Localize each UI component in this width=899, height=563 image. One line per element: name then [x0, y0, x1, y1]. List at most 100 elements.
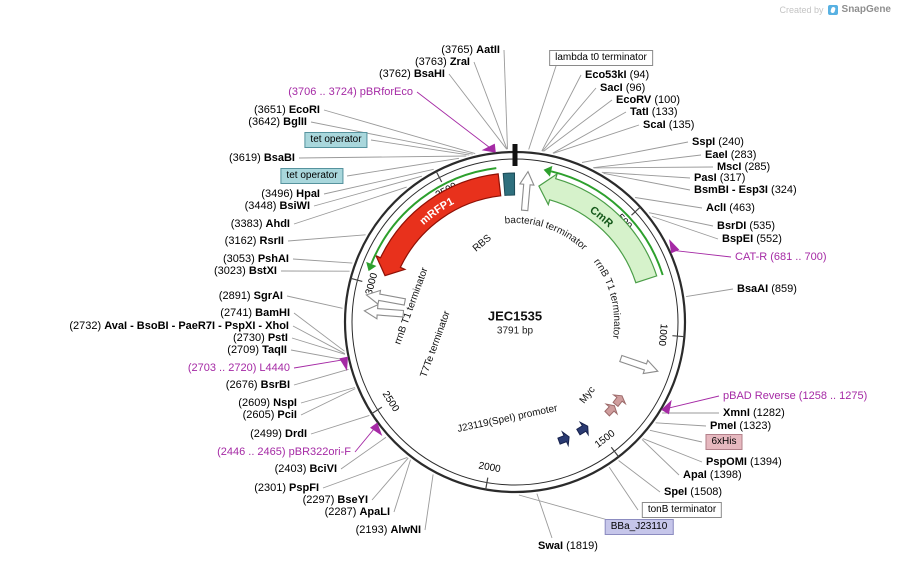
callout-line: [323, 109, 476, 155]
feature-label[interactable]: T7Te terminator: [418, 309, 453, 379]
feature-box-bba-j23110[interactable]: BBa_J23110: [604, 519, 674, 535]
rrnB-T1-terminator-left-glyph[interactable]: [365, 289, 407, 306]
enzyme-label[interactable]: (2732) AvaI - BsoBI - PaeR7I - PspXI - X…: [69, 320, 289, 332]
enzyme-label[interactable]: (2741) BamHI: [220, 307, 290, 319]
feature-label[interactable]: RBS: [471, 232, 494, 254]
enzyme-label[interactable]: ApaI (1398): [683, 469, 742, 481]
CmR-orf-arrow[interactable]: [550, 170, 664, 276]
enzyme-label[interactable]: (2676) BsrBI: [226, 379, 290, 391]
feature-box-lambda-t0-terminator[interactable]: lambda t0 terminator: [549, 50, 653, 66]
enzyme-label[interactable]: BsrDI (535): [717, 220, 775, 232]
T7Te-terminator-glyph[interactable]: [363, 303, 405, 320]
Myc-arrow[interactable]: [611, 394, 627, 408]
callout-line: [292, 325, 346, 355]
tick-mark: [350, 277, 363, 282]
callout-line: [346, 157, 460, 177]
enzyme-label[interactable]: (2301) PspFI: [254, 482, 319, 494]
enzyme-label[interactable]: (3762) BsaHI: [379, 68, 445, 80]
primer-label[interactable]: (2703 .. 2720) L4440: [188, 362, 290, 374]
primer-label[interactable]: (2446 .. 2465) pBR322ori-F: [217, 446, 351, 458]
enzyme-label[interactable]: (3496) HpaI: [261, 188, 320, 200]
feature-label[interactable]: bacterial terminator: [504, 215, 589, 253]
callout-line: [581, 141, 689, 163]
feature-RBS[interactable]: [502, 172, 516, 196]
enzyme-label[interactable]: SwaI (1819): [538, 540, 598, 552]
feature-box-6xhis[interactable]: 6xHis: [705, 434, 743, 450]
enzyme-label[interactable]: (3383) AhdI: [231, 218, 290, 230]
enzyme-label[interactable]: BsmBI - Esp3I (324): [694, 184, 797, 196]
enzyme-label[interactable]: (2403) BciVI: [275, 463, 337, 475]
enzyme-label[interactable]: (3619) BsaBI: [229, 152, 295, 164]
enzyme-label[interactable]: AclI (463): [706, 202, 755, 214]
feature-mRFP1[interactable]: [374, 173, 502, 277]
primer-arrow[interactable]: [481, 143, 496, 153]
feature-box-tet-operator[interactable]: tet operator: [280, 168, 344, 184]
enzyme-label[interactable]: (2287) ApaLI: [325, 506, 390, 518]
created-by-text: Created by: [779, 4, 824, 15]
enzyme-label[interactable]: BsaAI (859): [737, 283, 797, 295]
primer-arrow[interactable]: [661, 399, 672, 415]
J23119-promoter-arrow[interactable]: [576, 421, 589, 437]
feature-label[interactable]: rrnB T1 terminator: [392, 266, 430, 346]
feature-label[interactable]: rrnB T1 terminator: [591, 257, 622, 340]
enzyme-label[interactable]: TatI (133): [630, 106, 678, 118]
enzyme-label[interactable]: BspEI (552): [722, 233, 782, 245]
callout-line: [686, 288, 734, 298]
callout-connectors: [280, 49, 734, 539]
enzyme-label[interactable]: (3053) PshAI: [223, 253, 289, 265]
enzyme-label[interactable]: (3642) BglII: [248, 116, 307, 128]
enzyme-label[interactable]: SspI (240): [692, 136, 744, 148]
enzyme-label[interactable]: (2609) NspI: [238, 397, 297, 409]
tick-mark: [672, 335, 685, 338]
primer-label[interactable]: CAT-R (681 .. 700): [735, 251, 827, 263]
enzyme-label[interactable]: (3763) ZraI: [415, 56, 470, 68]
callout-line: [292, 258, 353, 264]
mRFP1-orf-arrow[interactable]: [370, 167, 497, 265]
rrnB-T1-terminator-glyph[interactable]: [619, 354, 659, 375]
plasmid-name: JEC1535: [487, 308, 543, 324]
callout-line: [593, 166, 714, 169]
enzyme-label[interactable]: (3448) BsiWI: [245, 200, 310, 212]
enzyme-label[interactable]: EaeI (283): [705, 149, 756, 161]
callout-line: [552, 111, 627, 154]
enzyme-label[interactable]: (2709) TaqII: [227, 344, 287, 356]
plasmid-ring: 500100015002000250030003500: [343, 144, 687, 494]
enzyme-label[interactable]: (2605) PciI: [243, 409, 297, 421]
feature-label[interactable]: J23119(SpeI) promoter: [456, 403, 559, 435]
feature-label[interactable]: Myc: [578, 385, 598, 406]
J23119-promoter-arrow[interactable]: [557, 430, 570, 448]
bacterial-terminator-glyph[interactable]: [518, 170, 535, 212]
enzyme-label[interactable]: SpeI (1508): [664, 486, 722, 498]
primer-arrow[interactable]: [669, 239, 680, 254]
enzyme-label[interactable]: (3162) RsrII: [225, 235, 284, 247]
enzyme-label[interactable]: Eco53kI (94): [585, 69, 649, 81]
enzyme-label[interactable]: (2891) SgrAI: [219, 290, 283, 302]
enzyme-label[interactable]: (2730) PstI: [233, 332, 288, 344]
enzyme-label[interactable]: MscI (285): [717, 161, 770, 173]
feature-CmR[interactable]: [538, 172, 658, 284]
enzyme-label[interactable]: (3023) BstXI: [214, 265, 277, 277]
enzyme-label[interactable]: PmeI (1323): [710, 420, 771, 432]
enzyme-label[interactable]: (2193) AlwNI: [356, 524, 421, 536]
enzyme-label[interactable]: ScaI (135): [643, 119, 694, 131]
enzyme-label[interactable]: EcoRV (100): [616, 94, 680, 106]
enzyme-label[interactable]: (2297) BseYI: [303, 494, 368, 506]
enzyme-label[interactable]: (3651) EcoRI: [254, 104, 320, 116]
primer-arrow[interactable]: [339, 356, 348, 371]
callout-line: [649, 429, 703, 443]
tick-mark: [435, 171, 443, 183]
feature-box-tonb-terminator[interactable]: tonB terminator: [641, 502, 723, 518]
feature-box-tet-operator[interactable]: tet operator: [304, 132, 368, 148]
callout-line: [518, 494, 609, 521]
enzyme-label[interactable]: (3765) AatII: [441, 44, 500, 56]
enzyme-label[interactable]: SacI (96): [600, 82, 645, 94]
Myc-arrow[interactable]: [604, 403, 619, 417]
enzyme-label[interactable]: PasI (317): [694, 172, 745, 184]
enzyme-label[interactable]: XmnI (1282): [723, 407, 785, 419]
primer-label[interactable]: pBAD Reverse (1258 .. 1275): [723, 390, 867, 402]
primer-arrow[interactable]: [370, 422, 383, 437]
enzyme-label[interactable]: (2499) DrdI: [250, 428, 307, 440]
enzyme-label[interactable]: PspOMI (1394): [706, 456, 782, 468]
callout-line: [293, 358, 347, 369]
primer-label[interactable]: (3706 .. 3724) pBRforEco: [288, 86, 413, 98]
